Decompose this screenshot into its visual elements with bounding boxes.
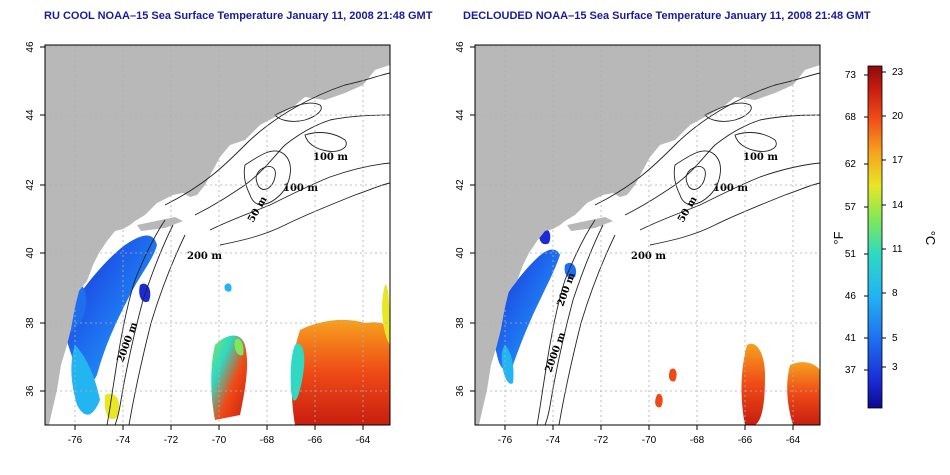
lon-tick-label: -76 [68,435,83,446]
lat-tick-label: 40 [25,247,36,259]
celsius-tick-label: 23 [892,67,904,78]
lat-tick-label: 44 [455,109,466,121]
fahrenheit-tick-label: 62 [845,159,857,170]
left-map-title: RU COOL NOAA–15 Sea Surface Temperature … [44,10,433,22]
celsius-tick-label: 11 [892,244,903,255]
lon-tick-label: -68 [260,435,275,446]
fahrenheit-tick-label: 37 [845,365,857,376]
right-map-title: DECLOUDED NOAA–15 Sea Surface Temperatur… [463,10,871,22]
lat-tick-label: 40 [455,247,466,259]
celsius-tick-label: 5 [892,333,898,344]
fahrenheit-tick-label: 57 [845,202,857,213]
lon-tick-label: -70 [212,435,227,446]
left-map-frame [44,44,391,426]
lat-tick-label: 46 [455,41,466,53]
right-sst-data [479,228,820,425]
left-gridlines [45,45,390,425]
colorbar-ticks [864,71,886,371]
fahrenheit-tick-label: 46 [845,291,857,302]
contour-label: 100 m [713,183,748,194]
lon-tick-label: -72 [594,435,609,446]
contour-label: 100 m [313,152,348,163]
right-map-frame [474,44,821,426]
fahrenheit-tick-label: 51 [845,249,857,260]
celsius-tick-label: 3 [892,362,898,373]
right-map-panel: 100 m 100 m 50 m 200 m 200 m 2000 m -76 … [455,41,821,446]
lon-tick-label: -66 [308,435,323,446]
contour-label: 100 m [283,183,318,194]
lon-tick-label: -66 [738,435,753,446]
lat-tick-label: 36 [25,385,36,397]
celsius-tick-label: 17 [892,155,904,166]
right-tick-marks [470,46,794,430]
fahrenheit-tick-label: 68 [845,112,857,123]
fahrenheit-tick-label: 41 [845,333,857,344]
lat-tick-label: 44 [25,109,36,121]
contour-label: 200 m [187,251,222,262]
left-tick-marks [40,46,364,430]
lon-tick-label: -64 [786,435,801,446]
lon-tick-label: -70 [642,435,657,446]
contour-label: 100 m [743,152,778,163]
celsius-tick-label: 8 [892,288,898,299]
lat-tick-label: 38 [25,317,36,329]
celsius-unit-label: °C [923,231,938,246]
lat-tick-label: 46 [25,41,36,53]
colorbar: 73 68 62 57 51 46 41 37 23 20 17 14 11 8… [831,65,938,409]
fahrenheit-tick-label: 73 [845,70,857,81]
right-gridlines [475,45,820,425]
lat-tick-label: 38 [455,317,466,329]
colorbar-gradient [867,65,883,409]
lon-tick-label: -74 [116,435,131,446]
lat-tick-label: 42 [25,179,36,191]
lon-tick-label: -74 [546,435,561,446]
lat-tick-label: 42 [455,179,466,191]
fahrenheit-unit-label: °F [831,231,846,244]
celsius-tick-label: 20 [892,111,904,122]
lon-tick-label: -64 [356,435,371,446]
lat-tick-label: 36 [455,385,466,397]
lon-tick-label: -72 [164,435,179,446]
left-map-panel: 100 m 100 m 50 m 200 m 2000 m -76 -7 [25,41,391,446]
celsius-tick-label: 14 [892,200,904,211]
lon-tick-label: -68 [690,435,705,446]
lon-tick-label: -76 [498,435,513,446]
